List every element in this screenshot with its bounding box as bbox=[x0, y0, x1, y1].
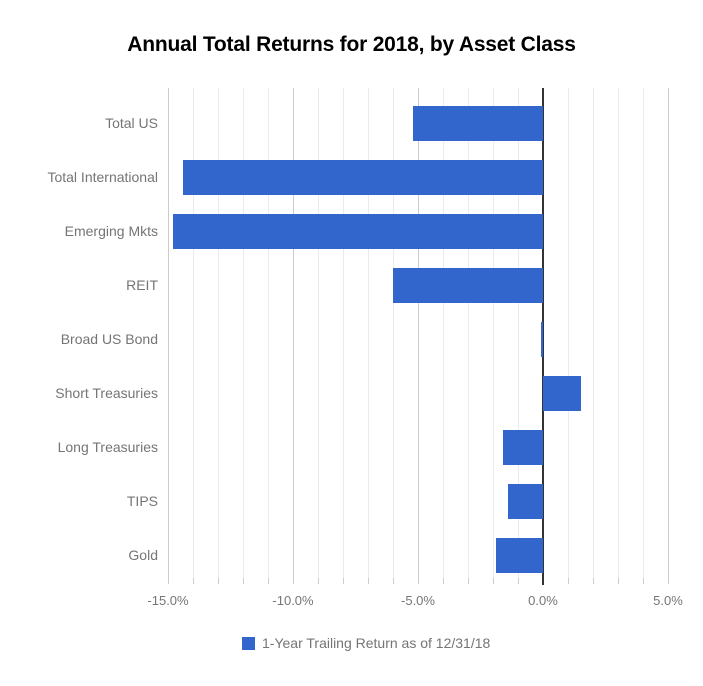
x-axis-label-5.0: 5.0% bbox=[653, 593, 683, 608]
x-axis-label-0.0: 0.0% bbox=[528, 593, 558, 608]
bar-total-international[interactable] bbox=[183, 159, 543, 195]
gridline bbox=[218, 88, 219, 578]
axis-tick bbox=[393, 578, 394, 584]
axis-tick bbox=[368, 578, 369, 584]
gridline bbox=[493, 88, 494, 578]
axis-tick bbox=[468, 578, 469, 584]
category-label-emerging-mkts: Emerging Mkts bbox=[64, 223, 158, 240]
gridline bbox=[518, 88, 519, 578]
gridline bbox=[468, 88, 469, 578]
axis-tick bbox=[318, 578, 319, 584]
axis-tick bbox=[593, 578, 594, 584]
gridline bbox=[193, 88, 194, 578]
bar-tips[interactable] bbox=[508, 483, 543, 519]
x-axis-label--15.0: -15.0% bbox=[147, 593, 189, 608]
category-label-total-international: Total International bbox=[47, 169, 158, 186]
axis-tick bbox=[168, 578, 169, 584]
axis-tick bbox=[668, 578, 669, 584]
gridline bbox=[243, 88, 244, 578]
category-label-broad-us-bond: Broad US Bond bbox=[60, 331, 158, 348]
plot-area: -15.0% -10.0% -5.0% 0.0% 5.0% bbox=[147, 88, 683, 608]
legend-item[interactable]: 1-Year Trailing Return as of 12/31/18 bbox=[262, 635, 491, 651]
axis-tick bbox=[218, 578, 219, 584]
zero-axis-line bbox=[542, 88, 544, 578]
axis-tick bbox=[243, 578, 244, 584]
gridline bbox=[293, 88, 294, 578]
gridline bbox=[618, 88, 619, 578]
gridline bbox=[643, 88, 644, 578]
bar-long-treasuries[interactable] bbox=[503, 429, 543, 465]
x-axis-label--5.0: -5.0% bbox=[401, 593, 435, 608]
axis-tick bbox=[343, 578, 344, 584]
bar-reit[interactable] bbox=[393, 267, 543, 303]
axis-tick bbox=[518, 578, 519, 584]
category-label-short-treasuries: Short Treasuries bbox=[55, 385, 158, 402]
axis-tick bbox=[618, 578, 619, 584]
gridline bbox=[318, 88, 319, 578]
axis-tick bbox=[568, 578, 569, 584]
axis-tick bbox=[293, 578, 294, 584]
legend: 1-Year Trailing Return as of 12/31/18 bbox=[242, 635, 491, 651]
axis-tick bbox=[493, 578, 494, 584]
bar-short-treasuries[interactable] bbox=[543, 375, 581, 411]
axis-tick bbox=[443, 578, 444, 584]
gridline bbox=[668, 88, 669, 578]
chart-title: Annual Total Returns for 2018, by Asset … bbox=[127, 33, 576, 56]
gridline bbox=[443, 88, 444, 578]
category-label-reit: REIT bbox=[126, 277, 158, 294]
category-label-gold: Gold bbox=[128, 547, 158, 563]
gridline bbox=[593, 88, 594, 578]
gridline bbox=[268, 88, 269, 578]
gridline bbox=[393, 88, 394, 578]
category-label-long-treasuries: Long Treasuries bbox=[57, 439, 158, 456]
gridline bbox=[368, 88, 369, 578]
bar-broad-us-bond[interactable] bbox=[540, 321, 543, 357]
gridline bbox=[568, 88, 569, 578]
gridline bbox=[343, 88, 344, 578]
bar-emerging-mkts[interactable] bbox=[173, 213, 543, 249]
category-label-tips: TIPS bbox=[126, 493, 158, 510]
axis-tick bbox=[268, 578, 269, 584]
bar-total-us[interactable] bbox=[413, 105, 543, 141]
gridline bbox=[168, 88, 169, 578]
legend-swatch-icon bbox=[242, 636, 255, 650]
gridline bbox=[418, 88, 419, 578]
axis-tick bbox=[193, 578, 194, 584]
x-axis-label--10.0: -10.0% bbox=[272, 593, 314, 608]
axis-tick bbox=[542, 578, 544, 585]
axis-tick bbox=[643, 578, 644, 584]
category-label-total-us: Total US bbox=[105, 115, 158, 132]
bar-gold[interactable] bbox=[495, 537, 543, 573]
category-axis: Total US Total International Emerging Mkts… bbox=[46, 88, 158, 578]
axis-tick bbox=[418, 578, 419, 584]
